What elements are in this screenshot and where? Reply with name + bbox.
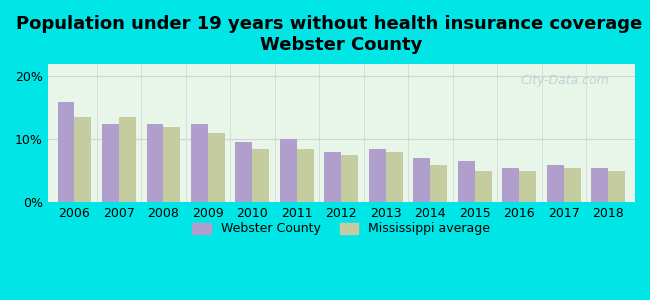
Bar [163, 127, 180, 202]
Bar [592, 168, 608, 202]
Bar [564, 168, 580, 202]
Bar [235, 142, 252, 202]
Bar [119, 117, 136, 202]
Bar [430, 164, 447, 202]
Bar [208, 133, 225, 202]
Bar [297, 149, 314, 202]
Bar [519, 171, 536, 202]
Bar [608, 171, 625, 202]
Bar [413, 158, 430, 202]
Bar [386, 152, 403, 202]
Bar [475, 171, 492, 202]
Bar [252, 149, 269, 202]
Bar [57, 101, 75, 202]
Bar [324, 152, 341, 202]
Bar [369, 149, 386, 202]
Bar [502, 168, 519, 202]
Bar [191, 124, 208, 202]
Bar [146, 124, 163, 202]
Bar [102, 124, 119, 202]
Bar [547, 164, 564, 202]
Bar [341, 155, 358, 202]
Title: Population under 19 years without health insurance coverage in
Webster County: Population under 19 years without health… [16, 15, 650, 54]
Bar [75, 117, 92, 202]
Bar [280, 139, 297, 202]
Legend: Webster County, Mississippi average: Webster County, Mississippi average [187, 218, 495, 240]
Text: City-Data.com: City-Data.com [520, 74, 609, 87]
Bar [458, 161, 475, 202]
